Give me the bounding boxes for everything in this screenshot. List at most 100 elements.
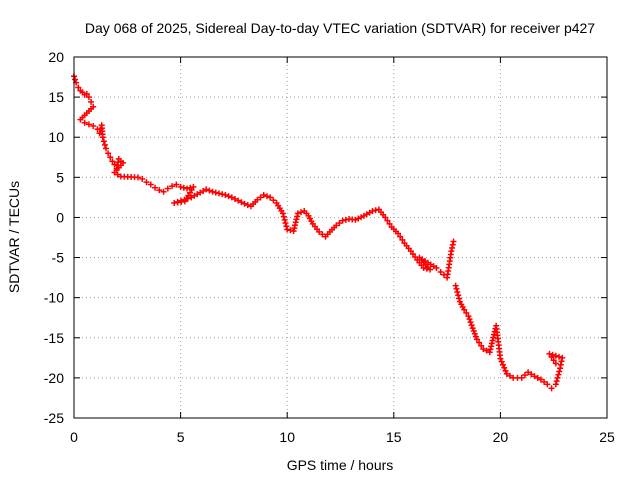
data-point — [147, 181, 154, 188]
y-axis-label: SDTVAR / TECUs — [6, 181, 22, 293]
data-point — [267, 194, 274, 201]
data-point — [222, 191, 229, 198]
data-point — [555, 371, 562, 378]
grid-lines — [74, 57, 607, 418]
data-point — [173, 181, 180, 188]
data-point — [483, 347, 490, 354]
data-point — [480, 346, 487, 353]
data-point — [209, 188, 216, 195]
data-point — [178, 197, 185, 204]
data-point — [183, 185, 190, 192]
data-point — [298, 209, 305, 216]
data-point — [456, 295, 463, 302]
data-point — [169, 183, 176, 190]
data-point — [501, 364, 508, 371]
data-point — [465, 313, 472, 320]
data-point — [85, 94, 92, 101]
data-point — [101, 141, 108, 148]
data-point — [497, 355, 504, 362]
data-point — [171, 200, 178, 207]
data-point — [156, 187, 163, 194]
data-point — [263, 193, 270, 200]
data-point — [139, 175, 146, 182]
data-point — [81, 119, 88, 126]
x-tick-label: 20 — [493, 429, 509, 445]
data-point — [369, 208, 376, 215]
data-point — [244, 202, 251, 209]
data-point — [552, 381, 559, 388]
y-tick-label: 15 — [48, 89, 64, 105]
data-point — [316, 228, 323, 235]
data-point — [111, 161, 118, 168]
data-points — [71, 73, 566, 392]
data-point — [333, 222, 340, 229]
data-point — [280, 213, 287, 220]
data-point — [467, 319, 474, 326]
data-point — [164, 185, 171, 192]
data-point — [75, 84, 82, 91]
data-point — [284, 226, 291, 233]
data-point — [559, 354, 566, 361]
chart-title: Day 068 of 2025, Sidereal Day-to-day VTE… — [85, 20, 595, 36]
data-point — [552, 352, 559, 359]
data-point — [180, 184, 187, 191]
data-point — [257, 194, 264, 201]
data-point — [339, 217, 346, 224]
x-tick-label: 10 — [279, 429, 295, 445]
data-point — [111, 169, 118, 176]
y-tick-label: -10 — [44, 290, 64, 306]
data-point — [107, 154, 114, 161]
data-point — [546, 350, 553, 357]
data-point — [455, 292, 462, 299]
y-axis-ticks: 20 15 10 5 0 -5 -10 -15 -20 -25 — [44, 49, 607, 426]
data-point — [499, 361, 506, 368]
data-point — [177, 183, 184, 190]
data-point — [437, 268, 444, 275]
x-axis-label: GPS time / hours — [287, 457, 394, 473]
data-point — [90, 122, 97, 129]
data-point — [556, 368, 563, 375]
y-tick-label: -20 — [44, 370, 64, 386]
data-point — [181, 196, 188, 203]
data-point — [77, 116, 84, 123]
data-point — [215, 190, 222, 197]
data-point — [506, 372, 513, 379]
data-point — [453, 285, 460, 292]
data-point — [336, 220, 343, 227]
data-point — [468, 322, 475, 329]
data-point — [450, 238, 457, 245]
data-point — [88, 98, 95, 105]
plot-frame — [73, 56, 608, 419]
x-tick-label: 15 — [386, 429, 402, 445]
data-point — [463, 309, 470, 316]
data-point — [397, 233, 404, 240]
data-point — [114, 171, 121, 178]
data-point — [384, 217, 391, 224]
data-point — [502, 367, 509, 374]
y-tick-label: 5 — [56, 169, 64, 185]
data-point — [503, 370, 510, 377]
data-point — [548, 354, 555, 361]
x-tick-label: 0 — [70, 429, 78, 445]
x-tick-label: 5 — [177, 429, 185, 445]
data-point — [219, 191, 226, 198]
data-point — [72, 76, 79, 83]
data-point — [212, 189, 219, 196]
data-point — [319, 231, 326, 238]
data-point — [109, 158, 116, 165]
data-point — [528, 371, 535, 378]
data-point — [473, 336, 480, 343]
y-tick-label: -5 — [52, 250, 65, 266]
data-point — [476, 339, 483, 346]
data-point — [534, 374, 541, 381]
y-tick-label: 0 — [56, 209, 64, 225]
data-point — [225, 193, 232, 200]
data-point — [99, 134, 106, 141]
data-point — [241, 200, 248, 207]
data-point — [160, 188, 167, 195]
y-tick-label: -25 — [44, 410, 64, 426]
data-point — [452, 282, 459, 289]
data-point — [550, 357, 557, 364]
data-point — [433, 264, 440, 271]
